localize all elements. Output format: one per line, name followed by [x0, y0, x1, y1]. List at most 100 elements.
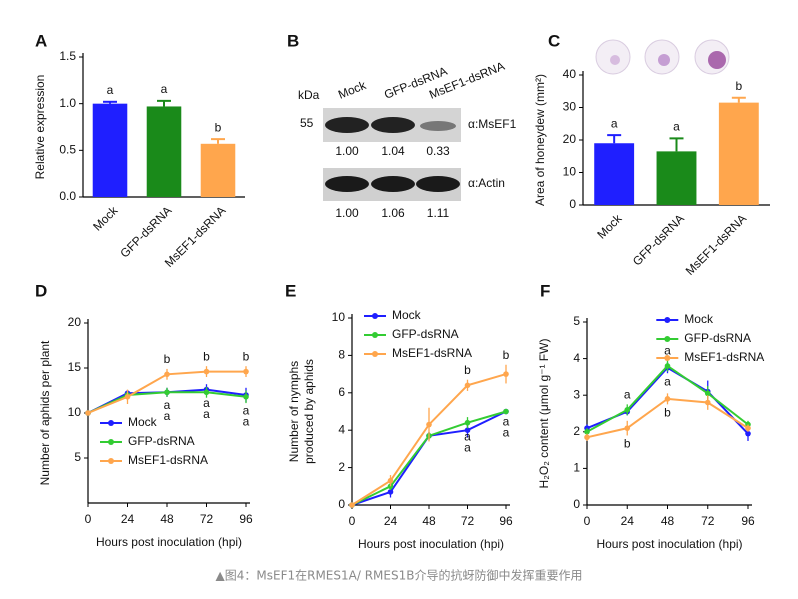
marker	[704, 399, 711, 406]
y-axis-label: Relative expression	[33, 75, 47, 180]
y-axis-label: H₂O₂ content (μmol g⁻¹ FW)	[537, 339, 551, 489]
y-tick-label: 4	[573, 351, 580, 365]
legend-label: GFP-dsRNA	[684, 331, 751, 345]
legend-marker	[664, 336, 671, 342]
caption: ▲图4：MsEF1在RMES1A/ RMES1B介导的抗蚜防御中发挥重要作用	[216, 568, 583, 583]
x-tick-label: 48	[422, 514, 436, 528]
x-tick-label: 48	[160, 512, 174, 526]
band-ratio: 0.33	[426, 144, 450, 158]
blot-unit: kDa	[298, 88, 320, 102]
marker	[349, 502, 355, 508]
bar	[594, 143, 635, 205]
x-tick-label: MsEF1-dsRNA	[683, 211, 749, 277]
x-tick-label: GFP-dsRNA	[630, 211, 687, 268]
significance-letter: b	[203, 349, 210, 363]
honeydew-spot	[610, 55, 620, 65]
x-tick-label: 24	[621, 514, 635, 528]
y-axis-label: Number of nymphs	[287, 361, 301, 462]
marker	[243, 394, 249, 400]
legend-marker	[664, 355, 671, 361]
marker	[203, 368, 210, 375]
y-tick-label: 1.0	[59, 96, 76, 110]
legend-label: Mock	[392, 308, 422, 322]
marker	[503, 408, 509, 415]
y-tick-label: 8	[338, 348, 345, 362]
x-tick-label: 96	[239, 512, 253, 526]
significance-letter: a	[161, 82, 168, 96]
y-tick-label: 5	[573, 314, 580, 328]
significance-letter: a	[503, 415, 510, 429]
y-tick-label: 0	[573, 497, 580, 511]
legend-marker	[664, 317, 671, 323]
y-axis-label: produced by aphids	[302, 359, 316, 464]
y-tick-label: 0	[338, 497, 345, 511]
panel-letter: C	[548, 31, 560, 50]
blot: B kDa 55	[287, 31, 461, 201]
y-tick-label: 5	[74, 450, 81, 464]
band-ratio: 1.11	[427, 206, 450, 220]
marker	[164, 371, 170, 378]
significance-letter: a	[624, 388, 631, 402]
marker	[745, 430, 751, 437]
x-tick-label: 72	[461, 514, 475, 528]
legend-label: MsEF1-dsRNA	[128, 453, 208, 467]
marker	[584, 434, 590, 441]
legend-marker	[372, 332, 378, 338]
y-tick-label: 1.5	[59, 49, 76, 63]
bar	[200, 143, 236, 197]
bar	[146, 106, 182, 197]
x-tick-label: 72	[701, 514, 715, 528]
x-axis-label: Hours post inoculation (hpi)	[596, 537, 742, 551]
band-ratio: 1.04	[381, 144, 405, 158]
panel-letter: A	[35, 31, 47, 50]
x-tick-label: Mock	[90, 203, 121, 234]
significance-letter: a	[611, 116, 618, 130]
legend-marker	[108, 439, 114, 445]
legend-marker	[372, 313, 378, 319]
band	[420, 121, 456, 131]
honeydew-spot	[708, 51, 726, 69]
y-tick-label: 1	[573, 461, 580, 475]
y-tick-label: 2	[338, 460, 345, 474]
y-axis-label: Area of honeydew (mm²)	[533, 74, 547, 206]
panel-letter: D	[35, 281, 47, 300]
x-tick-label: 96	[499, 514, 513, 528]
significance-letter: a	[664, 374, 671, 388]
y-tick-label: 3	[573, 387, 580, 401]
significance-letter: a	[243, 403, 250, 417]
bar	[92, 103, 128, 197]
legend-marker	[372, 351, 378, 357]
panel-letter: F	[540, 281, 550, 300]
band-ratio: 1.00	[335, 144, 359, 158]
significance-letter: a	[203, 407, 210, 421]
marker	[624, 425, 631, 431]
bar	[718, 102, 759, 205]
marker	[624, 407, 631, 413]
y-tick-label: 20	[68, 315, 82, 329]
x-tick-label: 0	[584, 514, 591, 528]
band-ratio: 1.06	[381, 206, 405, 220]
band	[371, 176, 415, 192]
y-tick-label: 4	[338, 422, 345, 436]
y-tick-label: 0	[569, 197, 576, 211]
legend-label: GFP-dsRNA	[128, 434, 195, 448]
panel-letter: E	[285, 281, 296, 300]
significance-letter: a	[203, 396, 210, 410]
x-tick-label: 0	[85, 512, 92, 526]
x-tick-label: 24	[121, 512, 135, 526]
significance-letter: a	[503, 426, 510, 440]
marker	[426, 421, 432, 428]
x-tick-label: 0	[349, 514, 356, 528]
antibody-label: α:MsEF1	[468, 117, 517, 131]
y-tick-label: 10	[332, 310, 346, 324]
significance-letter: a	[107, 83, 114, 97]
band	[325, 176, 369, 192]
y-tick-label: 2	[573, 424, 580, 438]
blot-marker: 55	[300, 116, 314, 130]
y-tick-label: 0.5	[59, 143, 76, 157]
significance-letter: b	[664, 406, 671, 420]
y-tick-label: 30	[563, 100, 577, 114]
legend-label: Mock	[684, 312, 714, 326]
band	[325, 117, 369, 133]
